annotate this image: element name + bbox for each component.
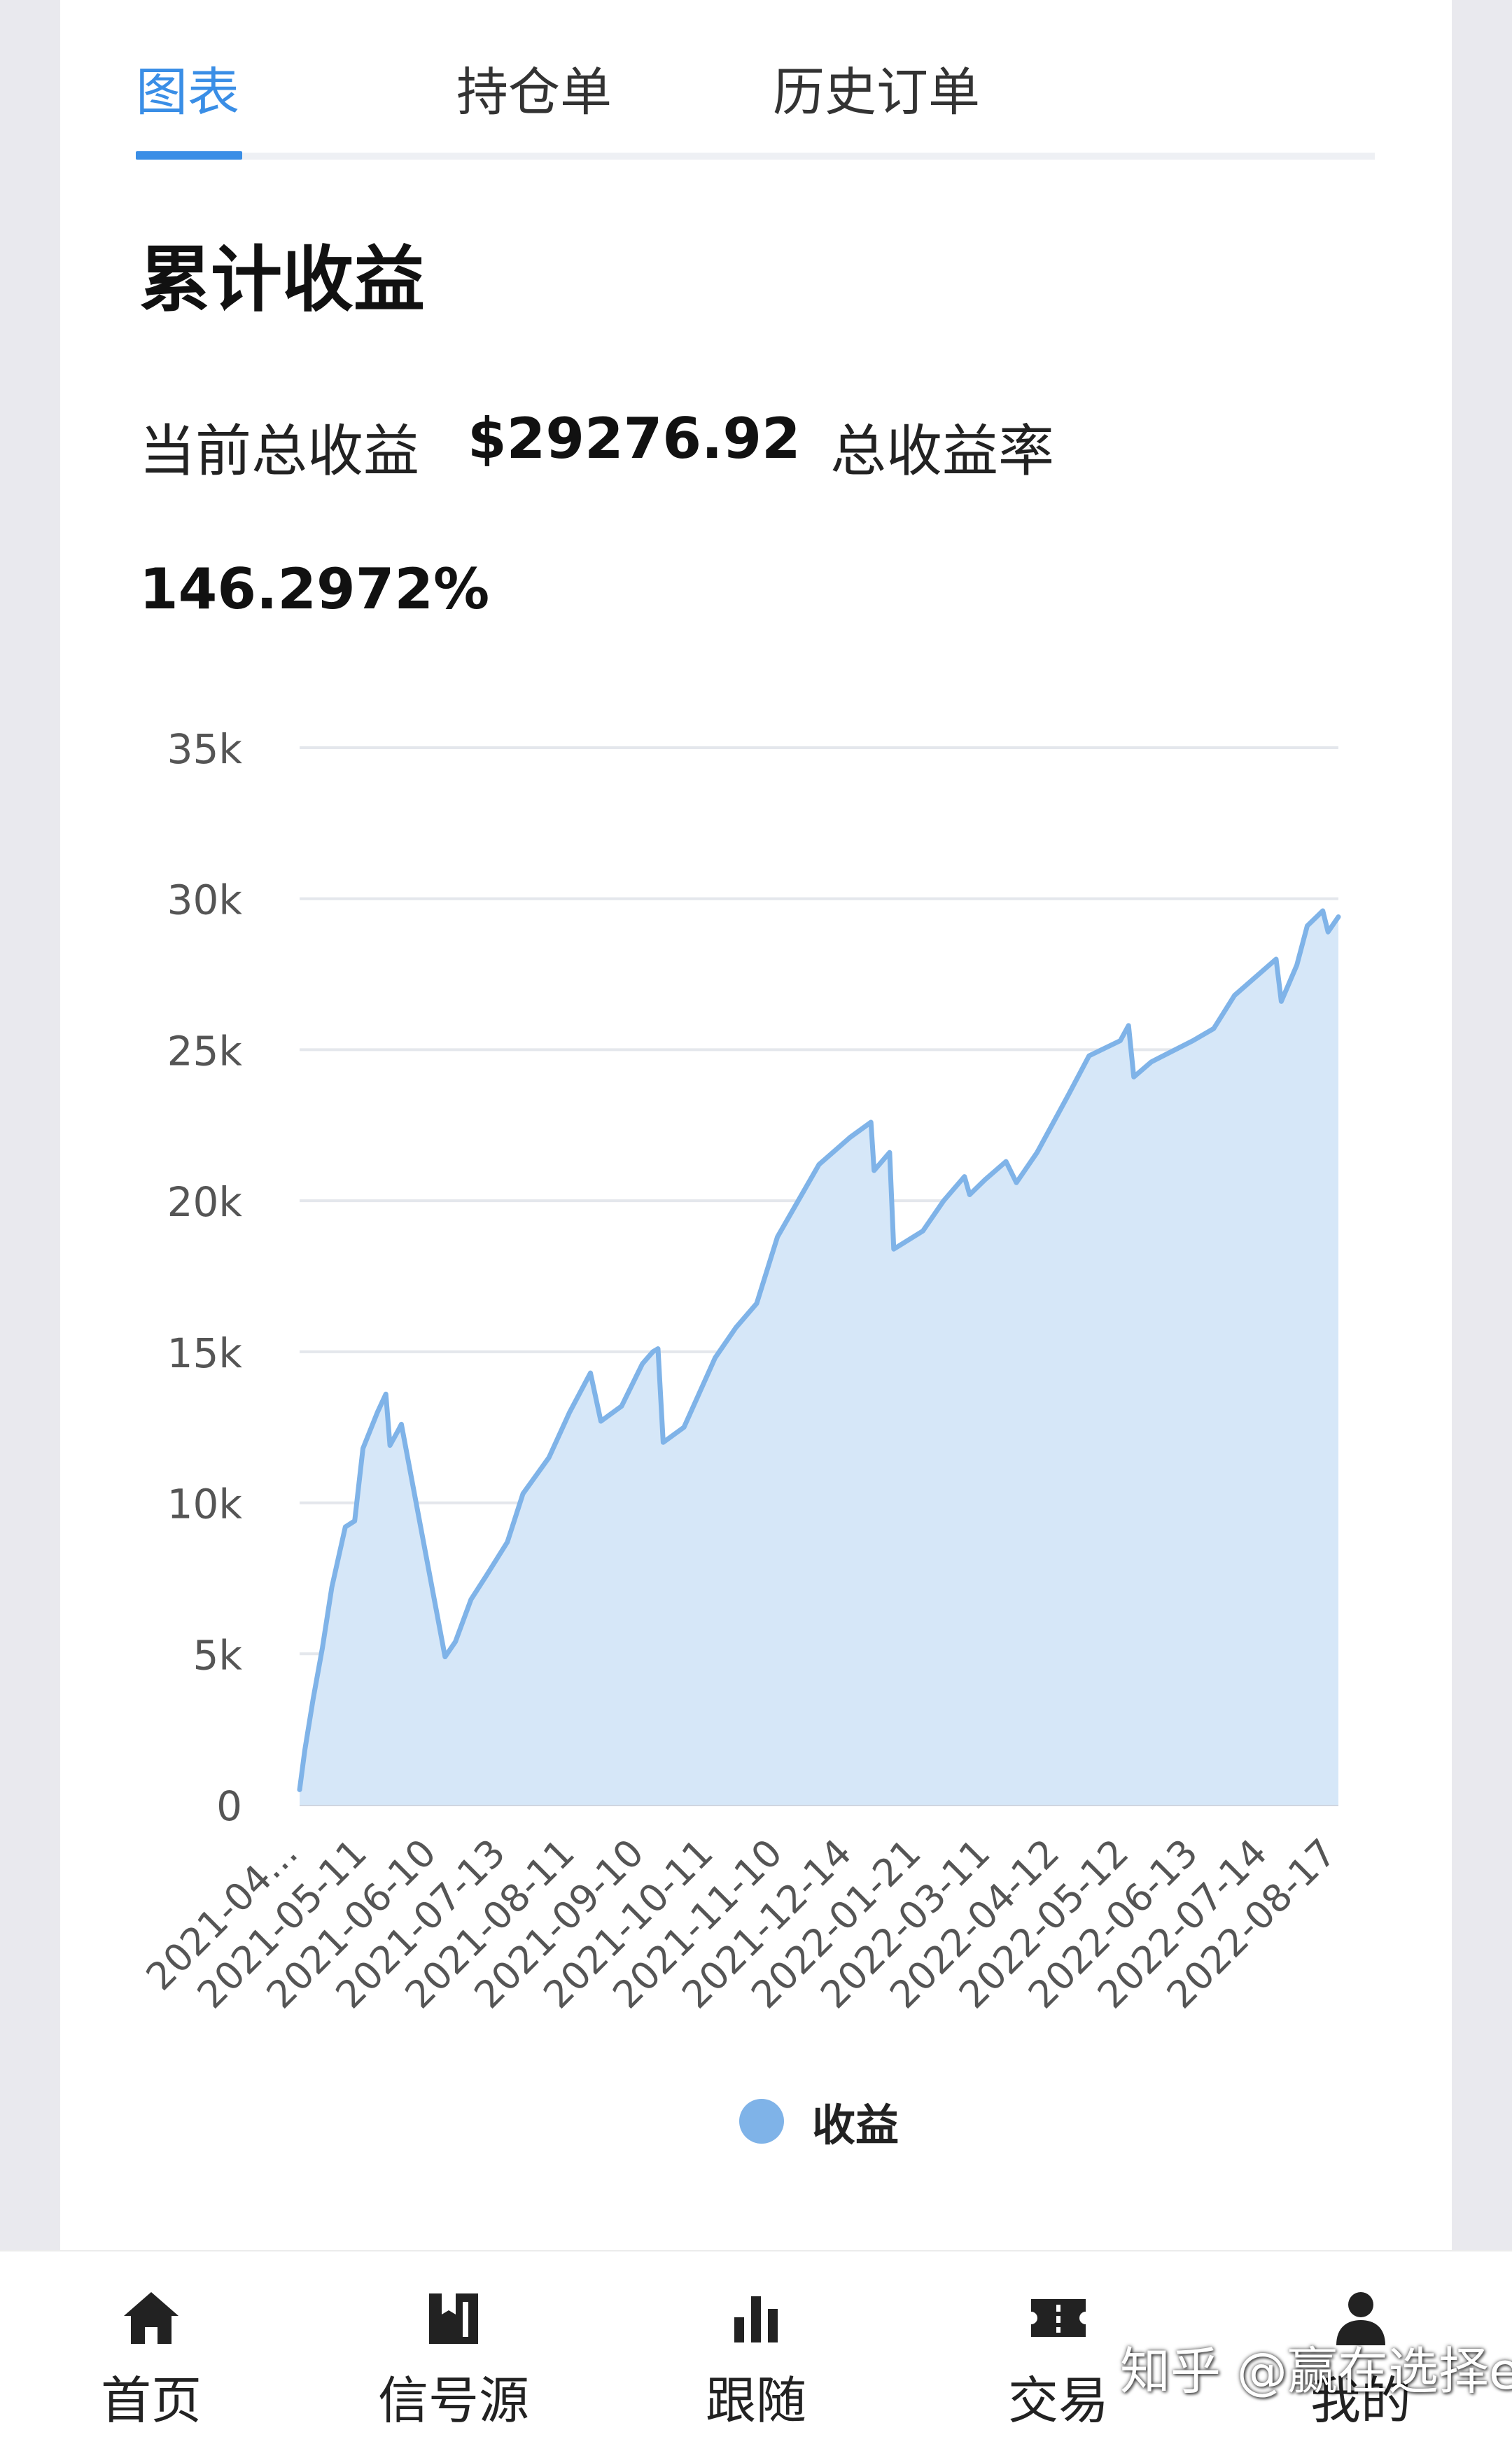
section-title: 累计收益 — [139, 239, 425, 322]
y-tick-label: 30k — [167, 877, 243, 924]
nav-label: 交易 — [1007, 2371, 1109, 2430]
cumulative-profit-chart: 05k10k15k20k25k30k35k2021-04...2021-05-1… — [138, 725, 1345, 2017]
profit-area-fill — [300, 911, 1338, 1805]
tab-rail — [136, 153, 1375, 160]
y-tick-label: 5k — [193, 1631, 243, 1679]
nav-item-signal-source[interactable]: 信号源 — [349, 2286, 559, 2440]
home-icon — [124, 2292, 178, 2344]
trade-ticket-icon — [1031, 2299, 1086, 2337]
y-tick-label: 15k — [167, 1329, 243, 1377]
watermark: 知乎 @赢在选择ea — [1120, 2342, 1512, 2401]
content-card: 图表 持仓单 历史订单 累计收益 当前总收益 $29276.92 总收益率 14… — [60, 0, 1452, 2250]
y-tick-label: 20k — [167, 1178, 243, 1226]
tab-positions[interactable]: 持仓单 — [456, 62, 612, 123]
total-profit-label: 当前总收益 — [139, 419, 419, 484]
legend-label: 收益 — [812, 2100, 899, 2151]
follow-chart-icon — [734, 2296, 778, 2342]
nav-label: 我的 — [1310, 2371, 1411, 2430]
y-tick-label: 25k — [167, 1027, 243, 1075]
nav-item-trade[interactable]: 交易 — [953, 2286, 1163, 2440]
total-rate-value: 146.2972% — [139, 557, 490, 622]
tab-bar: 图表 持仓单 历史订单 — [136, 0, 1375, 161]
legend-swatch — [739, 2099, 784, 2144]
bottom-nav: 首页 信号源 跟随 交易 我的 — [0, 2250, 1512, 2451]
total-rate-label: 总收益率 — [830, 419, 1054, 484]
nav-item-mine[interactable]: 我的 — [1256, 2286, 1466, 2440]
nav-item-follow[interactable]: 跟随 — [651, 2286, 861, 2440]
y-tick-label: 0 — [216, 1782, 242, 1830]
nav-label: 信号源 — [377, 2371, 529, 2430]
chart-legend[interactable]: 收益 — [739, 2093, 899, 2151]
signal-source-icon — [429, 2293, 478, 2344]
tab-active-indicator — [136, 151, 242, 160]
nav-label: 跟随 — [705, 2371, 806, 2430]
y-tick-label: 10k — [167, 1481, 243, 1528]
nav-item-home[interactable]: 首页 — [46, 2286, 256, 2440]
total-profit-value: $29276.92 — [468, 406, 801, 471]
nav-label: 首页 — [100, 2371, 202, 2430]
tab-chart[interactable]: 图表 — [136, 62, 239, 123]
profit-series-line — [297, 908, 1341, 1792]
user-icon — [1336, 2292, 1385, 2345]
tab-history-orders[interactable]: 历史订单 — [773, 62, 980, 123]
y-tick-label: 35k — [167, 725, 243, 773]
